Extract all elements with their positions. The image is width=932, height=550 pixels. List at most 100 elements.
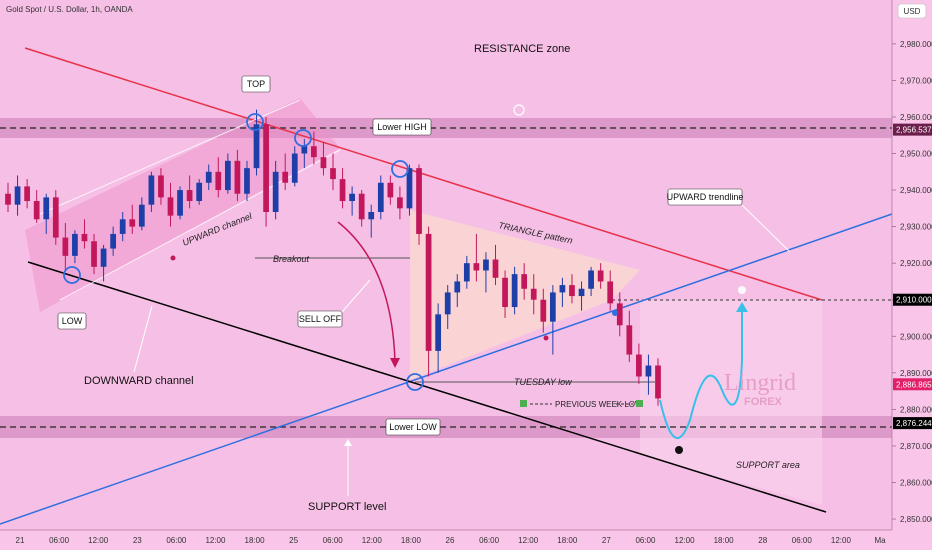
candle-body	[349, 193, 355, 202]
candle-body	[14, 186, 21, 205]
candle-body	[454, 281, 461, 293]
candle-body	[511, 274, 518, 308]
candle-body	[167, 197, 174, 216]
low-label-box	[57, 312, 87, 330]
low-marker-icon	[63, 266, 81, 284]
time-axis-bg[interactable]	[0, 530, 892, 550]
projection-path	[659, 306, 743, 440]
candle-body	[502, 277, 508, 308]
candle-body	[636, 354, 642, 377]
y-tick-label: 2,920.000	[900, 259, 932, 268]
lower-low-label-box	[385, 418, 441, 436]
candle-body	[435, 314, 442, 351]
y-tick-label: 2,980.000	[900, 40, 932, 49]
lower-high-marker-icon	[391, 160, 409, 178]
downward-channel-line[interactable]	[27, 261, 827, 513]
x-tick-label: 06:00	[635, 536, 656, 545]
upward-trendline[interactable]	[0, 213, 893, 525]
candle-body	[416, 168, 422, 234]
candle-body	[425, 233, 432, 351]
sell-off-arrowhead	[390, 358, 400, 368]
candle-body	[205, 171, 212, 183]
candle-body	[43, 197, 50, 220]
candle-body	[521, 274, 528, 289]
y-tick-label: 2,860.000	[900, 478, 932, 487]
tuesday-low-label: TUESDAY low	[514, 377, 572, 387]
pivot-markers	[63, 104, 746, 454]
y-tick-label: 2,900.000	[900, 332, 932, 341]
y-tick-label: 2,890.000	[900, 369, 932, 378]
second-top-marker-icon	[294, 129, 312, 147]
breakout-label: Breakout	[273, 254, 310, 264]
x-tick-label: 06:00	[49, 536, 70, 545]
candle-body	[291, 153, 298, 183]
support-level-label: SUPPORT level	[308, 501, 386, 513]
candle-body	[377, 182, 384, 212]
candle-body	[578, 288, 585, 297]
x-tick-label: 18:00	[401, 536, 422, 545]
y-tick-label: 2,870.000	[900, 442, 932, 451]
candle-body	[100, 248, 107, 267]
candle-body	[397, 197, 403, 209]
candle-body	[119, 219, 126, 234]
lower-low-marker-icon	[406, 373, 424, 391]
candle-body	[320, 157, 327, 169]
candle-body	[444, 292, 451, 315]
breakout-dot-left	[170, 255, 176, 261]
price-tag-label: 2,910.000	[896, 296, 932, 305]
y-tick-label: 2,960.000	[900, 113, 932, 122]
candle-body	[234, 160, 241, 194]
candle-body	[148, 175, 155, 205]
candle-body	[339, 179, 346, 202]
candle-body	[492, 259, 499, 278]
sell-off-arrow	[337, 221, 396, 363]
support-area-fill	[640, 300, 822, 505]
x-tick-label: 18:00	[714, 536, 735, 545]
candles-layer	[5, 109, 661, 406]
downward-channel-pointer	[133, 305, 153, 373]
price-axis-bg[interactable]	[892, 0, 932, 550]
candle-body	[196, 182, 203, 202]
x-tick-label: 12:00	[205, 536, 226, 545]
sell-off-pointer	[341, 279, 371, 313]
y-tick-label: 2,940.000	[900, 186, 932, 195]
upward-trendline-label-box	[667, 188, 743, 206]
check-icon-left	[520, 400, 527, 407]
support-area-label: SUPPORT area	[736, 460, 800, 470]
upward-trendline-label: UPWARD trendline	[667, 192, 744, 202]
chart-title: Gold Spot / U.S. Dollar, 1h, OANDA	[6, 5, 133, 14]
candle-body	[72, 233, 78, 256]
candle-body	[215, 171, 222, 191]
resistance-trendline[interactable]	[24, 47, 823, 301]
watermark-sub: FOREX	[744, 396, 783, 408]
sell-off-label-box	[297, 310, 343, 328]
candle-body	[301, 146, 308, 154]
x-tick-label: 21	[16, 536, 25, 545]
candle-body	[33, 201, 40, 220]
upward-trendline-pointer	[741, 204, 791, 253]
price-tag-box	[893, 123, 932, 136]
x-tick-label: 06:00	[479, 536, 500, 545]
x-tick-label: 18:00	[245, 536, 266, 545]
candle-body	[655, 365, 661, 399]
candle-body	[645, 365, 652, 377]
x-tick-label: 12:00	[831, 536, 852, 545]
lower-high-label-box	[372, 118, 432, 136]
price-tag-label: 2,886.865	[896, 380, 932, 389]
candle-body	[110, 233, 117, 249]
price-tag-box	[893, 417, 932, 430]
candle-body	[358, 193, 365, 220]
triangle-pattern-fill	[410, 210, 640, 380]
lower-high-label: Lower HIGH	[377, 122, 427, 132]
y-tick-label: 2,930.000	[900, 223, 932, 232]
candle-body	[530, 288, 537, 300]
down-arrow-icon	[513, 104, 525, 116]
x-tick-label: 18:00	[557, 536, 578, 545]
currency-button[interactable]	[897, 3, 927, 19]
x-tick-label: 28	[758, 536, 767, 545]
eye-icon	[675, 446, 683, 454]
candle-body	[62, 237, 69, 256]
candle-body	[81, 233, 88, 242]
x-tick-label: 06:00	[323, 536, 344, 545]
